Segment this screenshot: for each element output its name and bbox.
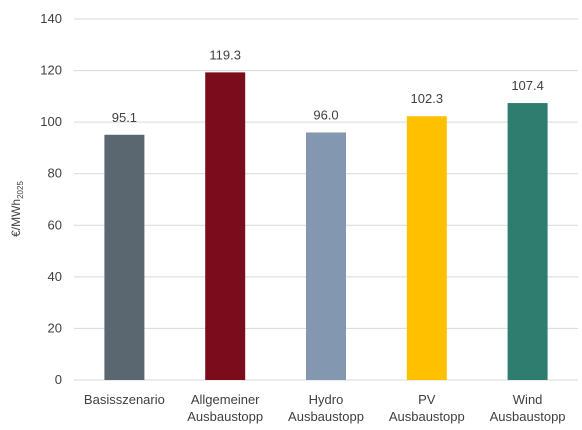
- x-category-label: Ausbaustopp: [389, 409, 465, 424]
- bar: [406, 116, 447, 380]
- x-category-label: PV: [418, 392, 436, 407]
- y-tick-label: 120: [40, 63, 62, 78]
- y-axis-ticks: 0 20 40 60 80 100 120 140: [40, 11, 62, 387]
- y-axis-title: €/MWh2025: [9, 181, 25, 237]
- x-category-label: Ausbaustopp: [288, 409, 364, 424]
- data-label: 119.3: [209, 47, 241, 62]
- y-tick-label: 100: [40, 114, 62, 129]
- x-category-label: Hydro: [309, 392, 344, 407]
- bar: [507, 103, 548, 380]
- y-tick-label: 20: [48, 320, 62, 335]
- y-tick-label: 80: [48, 166, 62, 181]
- bar: [104, 134, 145, 380]
- x-category-label: Ausbaustopp: [490, 409, 566, 424]
- y-tick-label: 40: [48, 269, 62, 284]
- y-tick-label: 140: [40, 11, 62, 26]
- bar: [205, 72, 246, 380]
- y-tick-label: 60: [48, 217, 62, 232]
- data-labels: 95.1 119.3 96.0 102.3 107.4: [112, 47, 544, 124]
- y-tick-label: 0: [55, 372, 62, 387]
- bars: [104, 72, 548, 380]
- x-axis-categories: Basisszenario Allgemeiner Ausbaustopp Hydro…: [84, 392, 566, 424]
- x-category-label: Wind: [513, 392, 543, 407]
- data-label: 107.4: [511, 78, 544, 93]
- x-category-label: Ausbaustopp: [187, 409, 263, 424]
- data-label: 95.1: [112, 110, 137, 125]
- data-label: 96.0: [313, 107, 338, 122]
- x-category-label: Allgemeiner: [191, 392, 260, 407]
- x-category-label: Basisszenario: [84, 392, 165, 407]
- bar: [306, 132, 346, 380]
- data-label: 102.3: [411, 91, 444, 106]
